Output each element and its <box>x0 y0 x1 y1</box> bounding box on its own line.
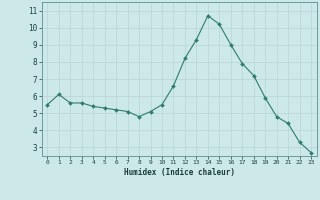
X-axis label: Humidex (Indice chaleur): Humidex (Indice chaleur) <box>124 168 235 177</box>
